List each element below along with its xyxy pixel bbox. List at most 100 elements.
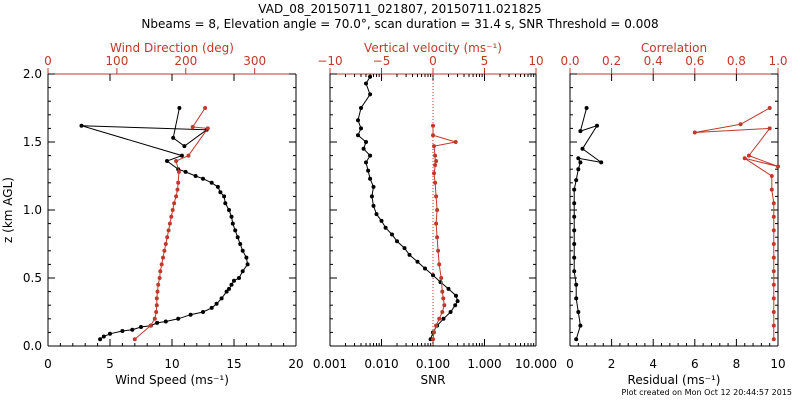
x-tick-label: 0 xyxy=(566,357,574,371)
point-direction xyxy=(156,282,161,287)
point-snr xyxy=(364,81,368,86)
point-speed xyxy=(215,184,220,189)
point-speed xyxy=(229,214,234,219)
top-tick-label: −5 xyxy=(373,54,391,68)
point-speed xyxy=(235,235,240,240)
point-snr xyxy=(402,246,407,251)
point-speed xyxy=(233,228,238,233)
point-speed xyxy=(108,331,112,336)
point-residual xyxy=(576,167,581,172)
point-speed xyxy=(176,316,181,321)
point-direction xyxy=(154,303,159,308)
point-correlation xyxy=(767,106,772,110)
point-speed xyxy=(171,135,176,140)
point-correlation xyxy=(771,323,776,328)
point-speed xyxy=(245,262,250,267)
point-correlation xyxy=(771,214,776,219)
point-snr xyxy=(390,232,394,237)
point-speed xyxy=(183,169,188,174)
point-residual xyxy=(574,282,579,287)
x-tick-label: 8 xyxy=(733,357,741,371)
point-speed xyxy=(79,123,84,128)
y-tick-label: 2.0 xyxy=(23,67,42,81)
point-residual xyxy=(574,178,579,183)
point-snr xyxy=(359,106,363,110)
point-vertical_velocity xyxy=(453,140,458,144)
point-direction xyxy=(175,187,180,192)
point-speed xyxy=(139,325,143,329)
point-snr xyxy=(374,212,379,217)
point-speed xyxy=(120,329,125,333)
point-vertical_velocity xyxy=(432,144,436,149)
point-correlation xyxy=(692,130,697,135)
point-direction xyxy=(155,289,160,294)
point-residual xyxy=(584,106,589,110)
point-speed xyxy=(237,276,241,280)
point-snr xyxy=(379,218,384,223)
point-residual xyxy=(574,337,579,342)
point-vertical_velocity xyxy=(434,221,439,226)
series-line-residual xyxy=(573,107,602,340)
point-residual xyxy=(574,296,579,301)
x-tick-label: 10.000 xyxy=(515,357,557,371)
y-tick-label: 1.5 xyxy=(23,135,42,149)
point-correlation xyxy=(771,228,776,233)
point-direction xyxy=(148,323,153,328)
point-snr xyxy=(383,225,388,230)
point-residual xyxy=(572,269,577,274)
point-speed xyxy=(229,282,234,287)
point-correlation xyxy=(771,201,776,206)
x-tick-label: 10 xyxy=(770,357,785,371)
point-residual xyxy=(578,129,583,134)
point-vertical_velocity xyxy=(437,316,442,321)
point-snr xyxy=(453,303,458,308)
point-vertical_velocity xyxy=(441,296,446,301)
point-snr xyxy=(364,160,368,165)
point-correlation xyxy=(746,153,751,158)
panel-vertical: 0.001 0.010 0.100 1.000 10.000 −10 −5 0 5 10 SNR Ve… xyxy=(313,41,557,387)
x-axis-label: Wind Speed (ms⁻¹) xyxy=(115,373,229,387)
point-snr xyxy=(454,293,458,298)
point-snr xyxy=(366,168,371,173)
point-residual xyxy=(576,156,581,161)
point-vertical_velocity xyxy=(442,303,447,308)
point-correlation xyxy=(771,337,776,342)
point-speed xyxy=(232,278,236,283)
x-tick-label: 0 xyxy=(44,357,52,371)
top-tick-label: 5 xyxy=(481,54,489,68)
x-tick-label: 1.000 xyxy=(467,357,501,371)
point-snr xyxy=(368,176,373,181)
title-line-2: Nbeams = 8, Elevation angle = 70.0°, sca… xyxy=(141,17,658,31)
point-snr xyxy=(356,133,360,138)
point-vertical_velocity xyxy=(440,310,445,314)
point-speed xyxy=(165,159,169,163)
point-speed xyxy=(240,248,245,253)
point-snr xyxy=(431,273,435,278)
point-snr xyxy=(364,140,368,144)
point-residual xyxy=(595,123,599,128)
point-direction xyxy=(174,194,179,199)
x-tick-label: 0.100 xyxy=(416,357,450,371)
point-direction xyxy=(166,228,171,233)
point-direction xyxy=(161,255,165,260)
point-direction xyxy=(170,208,175,212)
series-line-correlation xyxy=(694,107,779,340)
point-correlation xyxy=(771,282,776,287)
point-speed xyxy=(101,334,106,339)
footer-timestamp: Plot created on Mon Oct 12 20:44:57 2015 xyxy=(622,388,792,397)
point-speed xyxy=(219,296,224,301)
point-vertical_velocity xyxy=(435,235,440,240)
top-tick-label: 0.8 xyxy=(727,54,746,68)
point-vertical_velocity xyxy=(433,163,438,168)
point-direction xyxy=(172,201,177,206)
point-direction xyxy=(165,235,170,240)
point-residual xyxy=(599,160,604,165)
point-residual xyxy=(572,255,577,260)
top-tick-label: 100 xyxy=(105,54,128,68)
title-line-1: VAD_08_20150711_021807, 20150711.021825 xyxy=(258,2,541,16)
point-residual xyxy=(576,310,581,314)
point-residual xyxy=(578,323,583,328)
point-vertical_velocity xyxy=(436,248,441,253)
